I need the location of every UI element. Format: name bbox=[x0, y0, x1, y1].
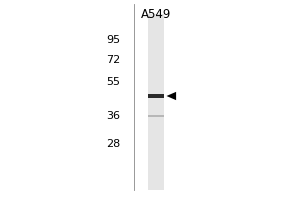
Polygon shape bbox=[167, 92, 176, 100]
Bar bbox=[148, 14, 164, 190]
Text: A549: A549 bbox=[141, 8, 171, 21]
Bar bbox=[148, 94, 164, 98]
Bar bbox=[148, 115, 164, 117]
Text: 72: 72 bbox=[106, 55, 120, 65]
Text: 28: 28 bbox=[106, 139, 120, 149]
Text: 95: 95 bbox=[106, 35, 120, 45]
Text: 36: 36 bbox=[106, 111, 120, 121]
Text: 55: 55 bbox=[106, 77, 120, 87]
